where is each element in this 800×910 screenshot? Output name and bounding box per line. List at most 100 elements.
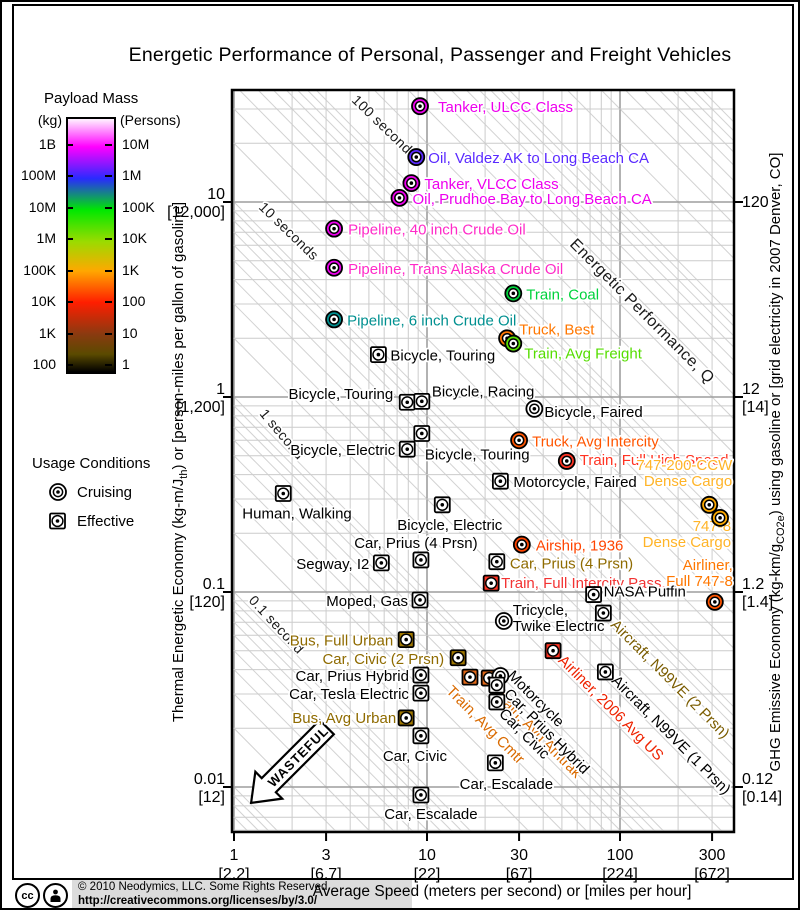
point-label: Train, Full High Speed — [580, 452, 729, 469]
point-label: NASA Puffin — [604, 584, 686, 601]
point-label: Train, Avg Freight — [524, 346, 642, 363]
cruising-icon — [49, 483, 67, 501]
colorbar-persons-tick-label: 10 — [122, 324, 138, 341]
payload-colorbar — [66, 117, 116, 374]
point-car-prius-4-prsn: Car, Prius (4 Prsn) — [488, 553, 635, 574]
point-truck-avg-intercity: Truck, Avg Intercity — [510, 431, 661, 452]
colorbar-kg-tick-label: 10K — [31, 293, 56, 310]
x-tick-label: 30 [67] — [506, 847, 533, 883]
point-moped-gas: Moped, Gas — [325, 591, 429, 612]
point-bicycle-touring: Bicycle, Touring — [413, 425, 531, 465]
colorbar-kg-tick-label: 100K — [23, 261, 56, 278]
point-car-civic-2-prsn: Car, Civic (2 Prsn) — [321, 649, 467, 670]
point-747-200-ccw-dense-cargo: 747-200-CCW Dense Cargo — [635, 455, 735, 514]
point-label: Bus, Full Urban — [290, 633, 393, 650]
point-train-full-high-speed: Train, Full High Speed — [557, 450, 730, 471]
point-label: Car, Escalade — [384, 806, 477, 823]
colorbar-tick — [66, 269, 73, 272]
colorbar-kg-tick-label: 100 — [32, 356, 56, 372]
point-label: 747-200-CCW Dense Cargo — [636, 457, 733, 490]
x-tick-label: 100 [224] — [602, 847, 638, 883]
usage-legend-cruising: Cruising — [48, 482, 132, 502]
point-747-8-dense-cargo: 747-8 Dense Cargo — [641, 508, 733, 553]
y-right-tick-label: 120 — [742, 194, 769, 211]
point-label: Bicycle, Touring — [425, 446, 530, 463]
point-bus-full-urban: Bus, Full Urban — [288, 631, 415, 651]
point-tanker-vlcc-class: Tanker, VLCC Class — [402, 174, 560, 195]
point-bicycle-racing: Bicycle, Racing — [413, 382, 536, 410]
usage-legend-title: Usage Conditions — [32, 455, 151, 472]
colorbar-tick — [66, 144, 73, 146]
colorbar-tick — [105, 175, 112, 178]
colorbar-tick — [105, 144, 112, 146]
point-pipeline-trans-alaska-crude-oil: Pipeline, Trans Alaska Crude Oil — [325, 258, 565, 280]
x-tick-label: 300 [672] — [694, 847, 730, 883]
point-label: Bicycle, Touring — [390, 348, 495, 365]
point-nasa-puffin: NASA Puffin — [585, 582, 688, 603]
x-tick-label: 10 [22] — [414, 847, 441, 883]
point-segway-i2: Segway, I2 — [294, 554, 390, 575]
point-bicycle-electric: Bicycle, Electric — [396, 496, 505, 536]
x-tick-label: 1 [2.2] — [218, 847, 249, 883]
point-human-walking: Human, Walking — [241, 485, 354, 524]
colorbar-tick — [105, 364, 112, 366]
point-car-escalade: Car, Escalade — [382, 786, 479, 825]
point-label: Motorcycle, Faired — [513, 474, 636, 491]
y-right-tick-label: 1.2 [1.4] — [742, 576, 773, 611]
colorbar-tick — [66, 332, 73, 335]
point-label: Train, Full Intercity Pass. — [501, 575, 666, 592]
point-label: Car, Escalade — [460, 776, 553, 793]
colorbar-tick — [105, 238, 112, 241]
point-pipeline-6-inch-crude-oil: Pipeline, 6 inch Crude Oil — [325, 310, 518, 331]
point-label: Car, Civic (2 Prsn) — [322, 651, 444, 668]
license-url[interactable]: http://creativecommons.org/licenses/by/3… — [78, 894, 318, 907]
point-bicycle-electric: Bicycle, Electric — [288, 440, 416, 461]
colorbar-tick — [105, 269, 112, 272]
point-label: Airship, 1936 — [536, 538, 624, 555]
chart-frame — [12, 4, 794, 880]
point-car-tesla-electric: Car, Tesla Electric — [287, 684, 430, 705]
point-label: Bus, Avg Urban — [292, 710, 396, 727]
y-left-tick-label: 10 [12,000] — [167, 186, 225, 221]
copyright-line: © 2010 Neodymics, LLC. Some Rights Reser… — [78, 881, 331, 893]
point-label: Tanker, VLCC Class — [424, 176, 558, 193]
usage-effective-label: Effective — [77, 512, 135, 530]
colorbar-persons-tick-label: 100 — [122, 293, 146, 310]
colorbar-tick — [66, 238, 73, 241]
point-train-full-intercity-pass: Train, Full Intercity Pass. — [482, 573, 667, 594]
attribution-person-icon — [43, 883, 68, 908]
y-left-tick-label: 1 [1,200] — [176, 381, 225, 416]
point-train-coal: Train, Coal — [504, 284, 601, 305]
colorbar-persons-tick-label: 1 — [122, 356, 130, 372]
point-car-prius-4-prsn: Car, Prius (4 Prsn) — [352, 533, 479, 569]
point-airship-1936: Airship, 1936 — [512, 535, 625, 556]
point-label: Car, Prius (4 Prsn) — [510, 556, 633, 573]
point-label: Train, Coal — [526, 286, 599, 303]
x-axis-title: Average Speed (meters per second) or [mi… — [312, 883, 692, 900]
diagonal-line-label: Energetic Performance, Q — [566, 236, 717, 387]
colorbar-kg-tick-label: 1M — [36, 230, 56, 247]
point-label: Moped, Gas — [326, 593, 408, 610]
point-car-escalade: Car, Escalade — [458, 754, 555, 795]
point-label: Bicycle, Electric — [290, 442, 396, 459]
payload-kg-label: (kg) — [37, 112, 62, 128]
colorbar-tick — [66, 206, 73, 209]
point-airliner-full-747-8: Airliner, Full 747-8 — [664, 555, 735, 611]
point-label: Bicycle, Touring — [288, 386, 393, 403]
x-tick-label: 3 [6.7] — [311, 847, 342, 883]
chart-title: Energetic Performance of Personal, Passe… — [128, 44, 732, 66]
colorbar-persons-tick-label: 100K — [122, 198, 155, 215]
colorbar-tick — [66, 301, 73, 304]
point-tanker-ulcc-class: Tanker, ULCC Class — [411, 97, 575, 118]
colorbar-persons-tick-label: 1K — [122, 261, 140, 278]
point-label: Truck, Avg Intercity — [532, 433, 659, 450]
point-motorcycle-faired: Motorcycle, Faired — [491, 472, 639, 493]
point-label: Car, Civic — [383, 748, 448, 765]
colorbar-tick — [105, 206, 112, 209]
gridlines — [232, 90, 734, 832]
point-label: Oil, Prudhoe Bay to Long Beach CA — [412, 191, 651, 208]
colorbar-tick — [66, 364, 73, 366]
point-label: Bicycle, Electric — [397, 517, 503, 534]
